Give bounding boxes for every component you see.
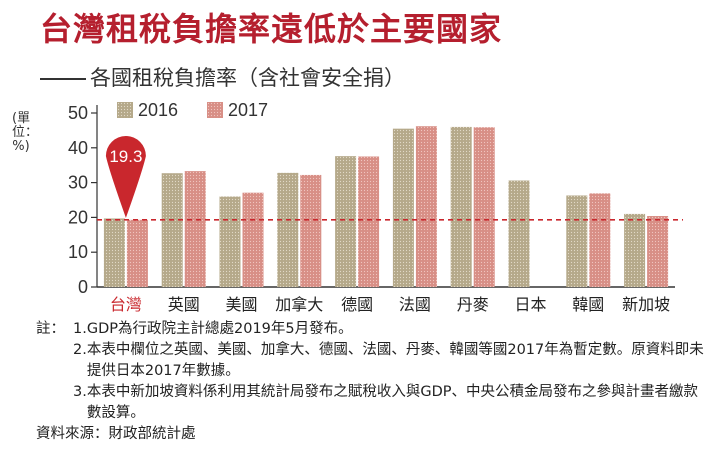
category-label: 韓國 — [572, 295, 604, 314]
bar-2017-2 — [242, 192, 264, 287]
bar-2016-2 — [219, 196, 241, 287]
notes-lead: 註： — [36, 321, 65, 337]
note-2: 2. 本表中欄位之英國、美國、加拿大、德國、法國、丹麥、韓國等國2017年為暫定… — [36, 340, 706, 382]
bar-2016-7 — [508, 180, 530, 287]
y-tick-label: 20 — [68, 207, 88, 227]
legend-swatch-2017 — [207, 102, 223, 118]
note-2-text: 本表中欄位之英國、美國、加拿大、德國、法國、丹麥、韓國等國2017年為暫定數。原… — [86, 342, 704, 379]
bar-2016-9 — [624, 213, 646, 287]
subtitle-text: 各國租稅負擔率（含社會安全捐） — [90, 66, 405, 90]
bar-2017-3 — [300, 174, 322, 287]
category-label: 加拿大 — [275, 295, 323, 314]
y-tick-label: 50 — [68, 103, 88, 123]
callout-bubble — [105, 135, 146, 218]
bar-2016-5 — [392, 128, 414, 287]
y-tick-label: 0 — [78, 277, 88, 297]
bar-2017-0 — [126, 219, 148, 287]
note-3-text: 本表中新加坡資料係利用其統計局發布之賦稅收入與GDP、中央公積金局發布之參與計畫… — [86, 384, 698, 421]
note-3-indent — [36, 382, 73, 424]
bar-2017-8 — [589, 193, 611, 287]
note-2-num: 2. — [73, 342, 87, 358]
notes: 註： 1. GDP為行政院主計總處2019年5月發布。 2. 本表中欄位之英國、… — [36, 319, 706, 445]
category-label: 新加坡 — [622, 295, 670, 314]
bar-2016-6 — [450, 126, 472, 287]
category-label: 日本 — [514, 295, 546, 314]
y-tick-label: 40 — [68, 138, 88, 158]
bar-2016-1 — [161, 173, 183, 287]
subtitle-dash — [40, 78, 86, 80]
bar-2017-4 — [358, 156, 380, 287]
chart-title: 台灣租稅負擔率遠低於主要國家 — [40, 10, 503, 48]
legend-swatch-2016 — [117, 102, 133, 118]
note-3: 3. 本表中新加坡資料係利用其統計局發布之賦稅收入與GDP、中央公積金局發布之參… — [36, 382, 706, 424]
bar-2016-3 — [277, 172, 299, 287]
note-3-num: 3. — [73, 384, 87, 400]
bar-2017-6 — [473, 127, 495, 287]
bar-chart: 0 10 20 30 40 50 台灣 英國 美國 加拿大 德國 法國 丹麥 日本 韓國 新加坡 19.3 201… — [68, 100, 683, 314]
chart-subtitle: 各國租稅負擔率（含社會安全捐） — [40, 62, 405, 92]
bar-2017-5 — [415, 126, 437, 287]
note-1-text: GDP為行政院主計總處2019年5月發布。 — [86, 321, 353, 337]
callout-label: 19.3 — [109, 147, 142, 166]
category-label: 法國 — [399, 295, 431, 314]
y-tick-label: 30 — [68, 173, 88, 193]
bar-2016-8 — [566, 195, 588, 287]
y-tick-label: 10 — [68, 242, 88, 262]
data-source: 資料來源：財政部統計處 — [36, 426, 196, 442]
category-label: 台灣 — [110, 295, 142, 314]
note-1: 註： 1. GDP為行政院主計總處2019年5月發布。 — [36, 319, 706, 340]
category-label: 美國 — [225, 295, 257, 314]
category-label: 德國 — [341, 295, 373, 314]
note-1-num: 1. — [73, 321, 87, 337]
legend-label-2016: 2016 — [138, 100, 178, 120]
note-2-indent — [36, 340, 73, 382]
bar-2017-9 — [647, 216, 669, 287]
bar-2016-4 — [335, 156, 357, 287]
bar-2016-0 — [103, 218, 125, 287]
category-label: 英國 — [168, 295, 200, 314]
bar-2017-1 — [184, 171, 206, 287]
category-label: 丹麥 — [457, 295, 489, 314]
legend-label-2017: 2017 — [228, 100, 268, 120]
